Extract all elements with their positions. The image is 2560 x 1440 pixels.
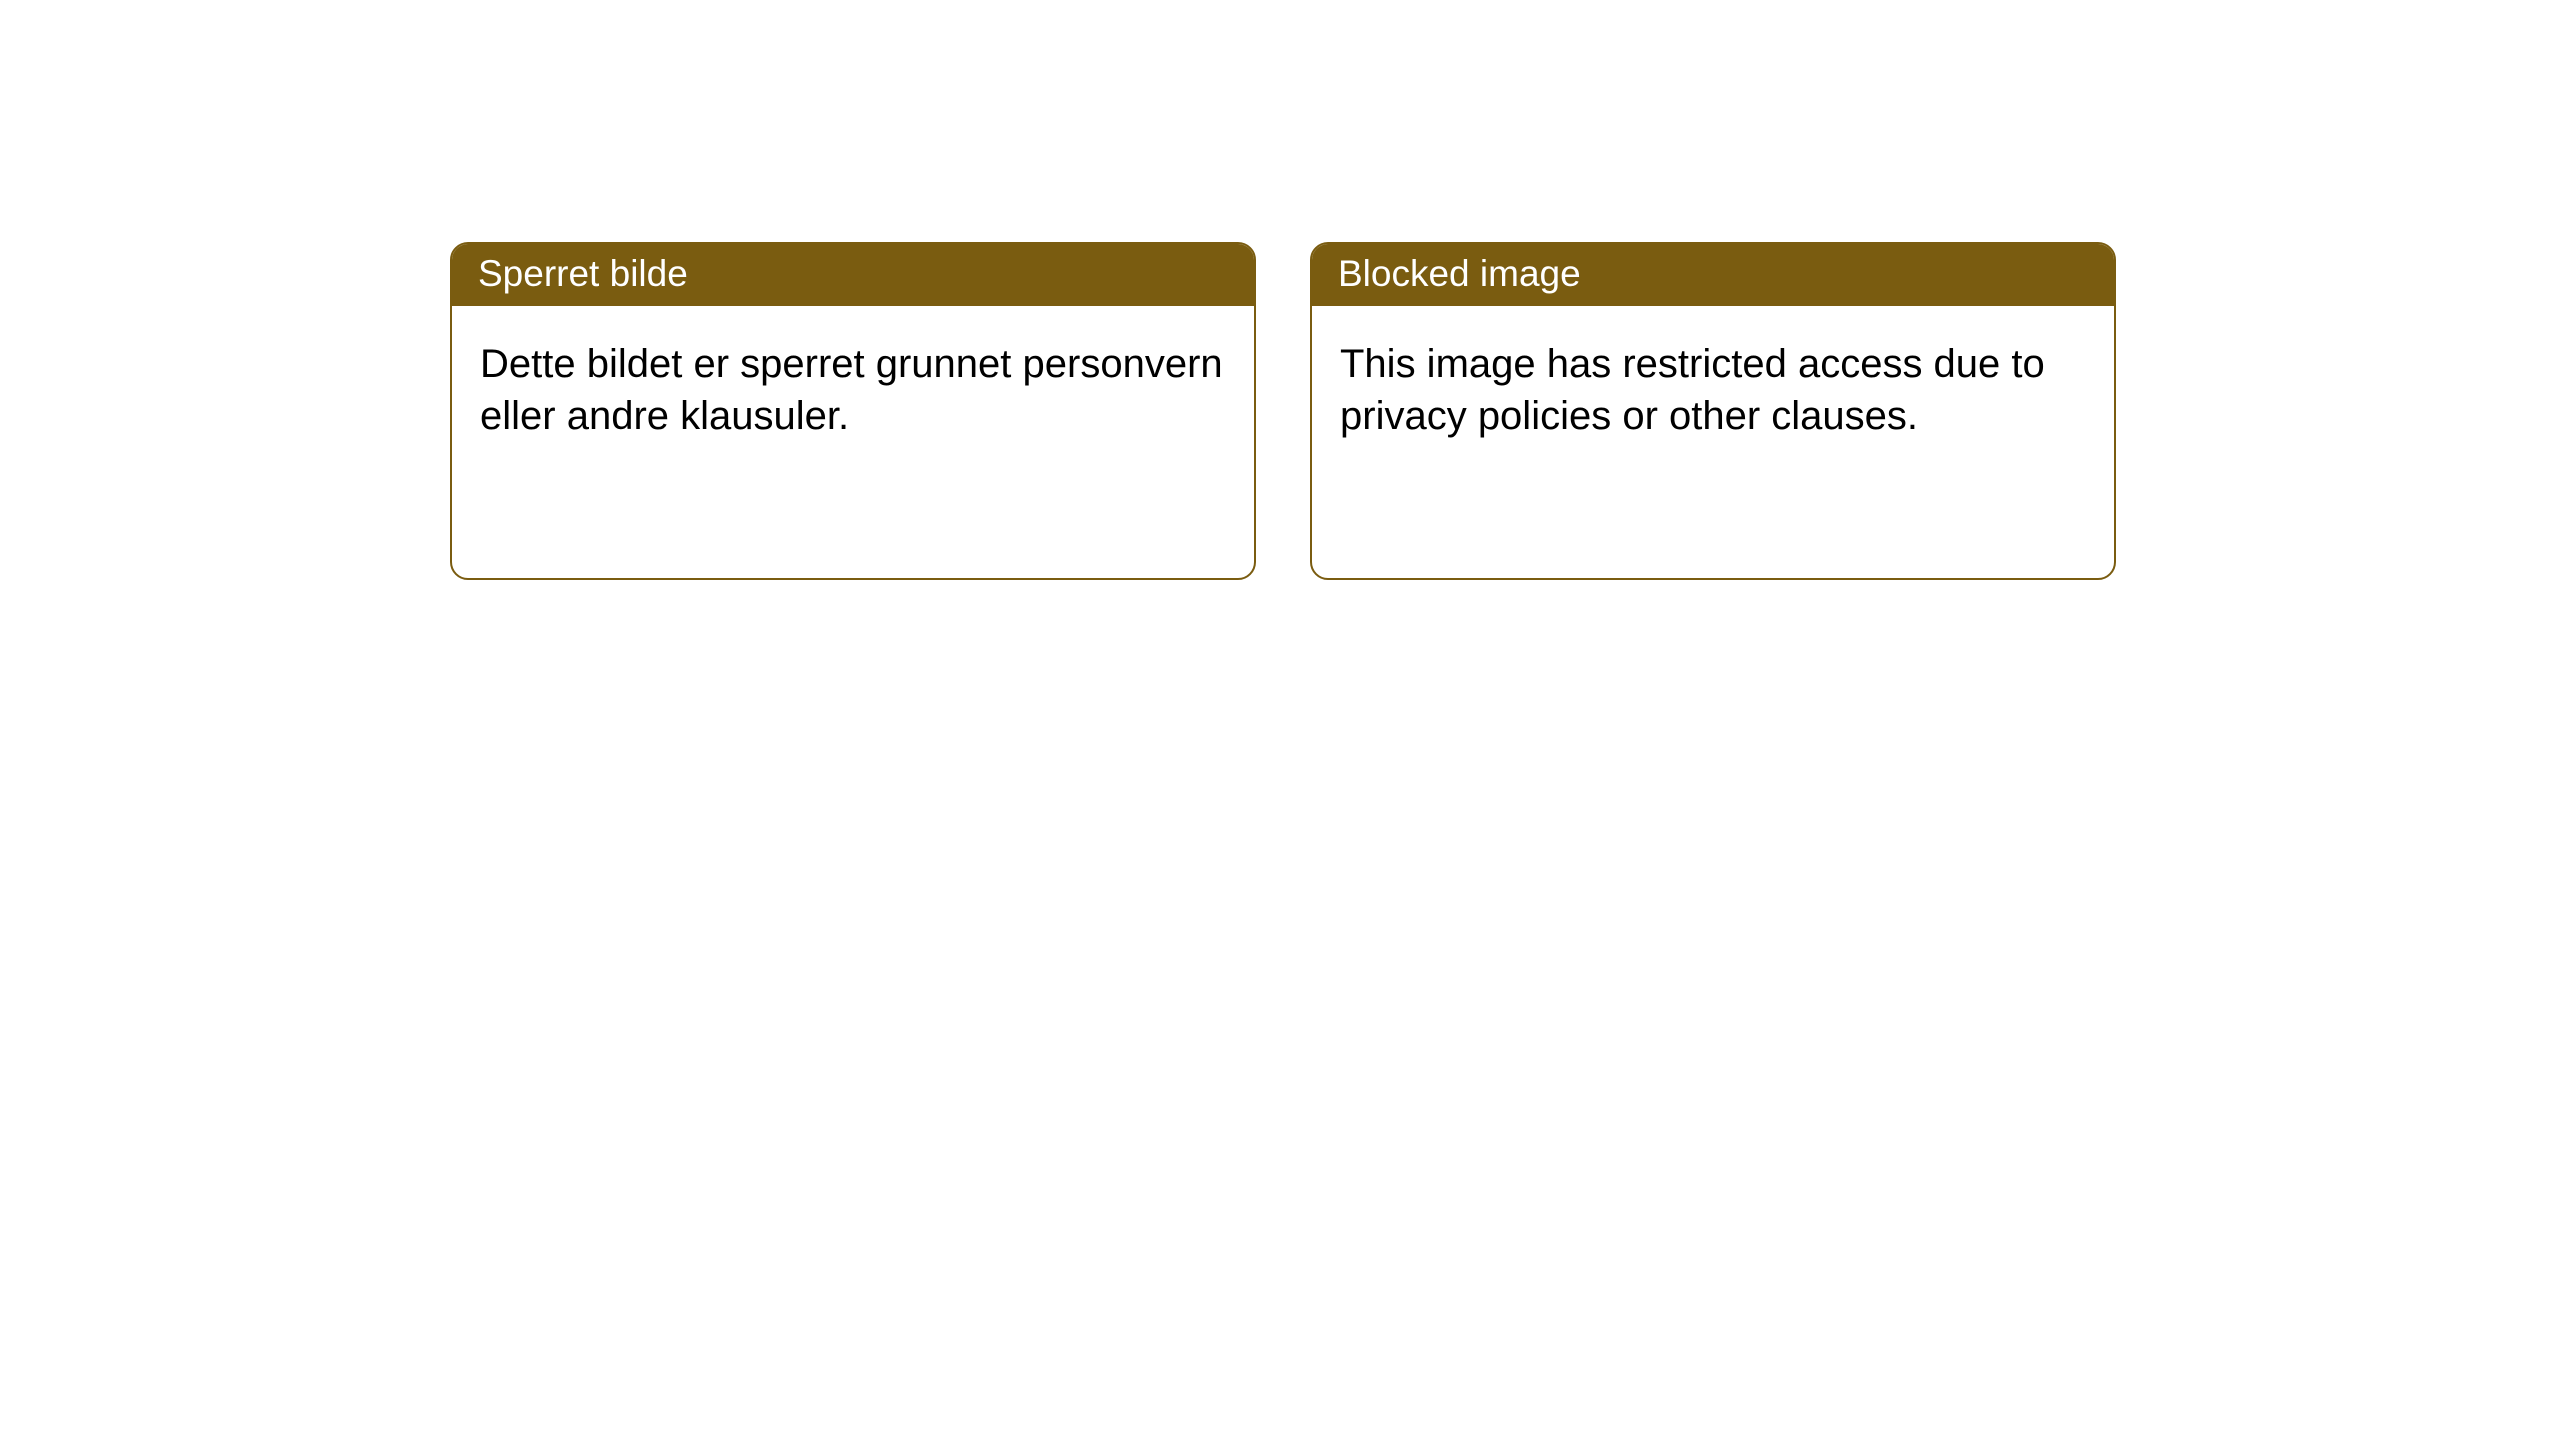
notice-card-english: Blocked image This image has restricted … <box>1310 242 2116 580</box>
notice-container: Sperret bilde Dette bildet er sperret gr… <box>0 0 2560 580</box>
notice-card-norwegian: Sperret bilde Dette bildet er sperret gr… <box>450 242 1256 580</box>
notice-title-english: Blocked image <box>1312 244 2114 306</box>
notice-title-norwegian: Sperret bilde <box>452 244 1254 306</box>
notice-body-english: This image has restricted access due to … <box>1312 306 2114 474</box>
notice-body-norwegian: Dette bildet er sperret grunnet personve… <box>452 306 1254 474</box>
